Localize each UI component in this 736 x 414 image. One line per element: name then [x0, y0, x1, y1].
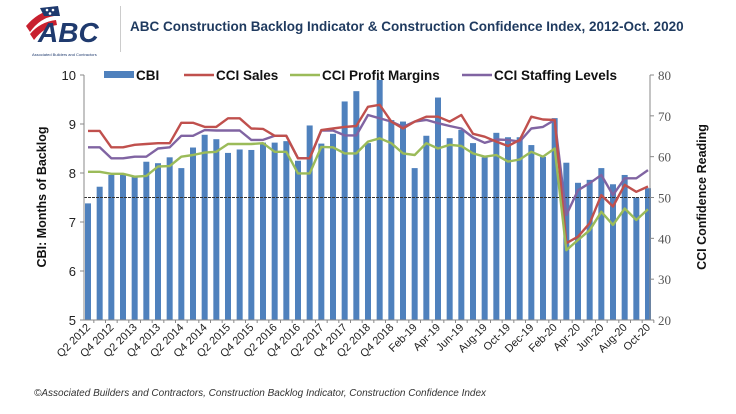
cbi-bar — [493, 132, 500, 320]
cbi-bar — [131, 176, 138, 320]
cbi-bar — [190, 147, 196, 320]
cbi-bar — [505, 137, 511, 320]
legend-item-cci-profit-margins: CCI Profit Margins — [290, 68, 440, 83]
abc-logo: ABC Associated Builders and Contractors — [26, 6, 99, 57]
right-tick-label: 20 — [658, 313, 671, 328]
legend-swatch-bar-icon — [104, 71, 134, 78]
cci-sales-line — [88, 103, 649, 245]
cbi-bar — [341, 101, 348, 321]
left-tick-label: 5 — [69, 313, 76, 328]
header-divider — [120, 6, 121, 52]
cbi-bar — [330, 133, 336, 320]
cbi-bar — [435, 97, 441, 320]
left-tick-label: 8 — [69, 166, 76, 181]
cbi-bar — [213, 139, 220, 320]
cbi-bar — [143, 161, 150, 320]
cbi-bar — [108, 174, 115, 320]
left-tick-label: 10 — [62, 68, 76, 83]
cbi-bar — [306, 125, 313, 320]
cbi-bar — [388, 120, 395, 320]
cbi-bar — [120, 174, 126, 320]
cbi-bar — [260, 142, 266, 320]
cbi-bar — [85, 203, 91, 320]
cbi-bar — [610, 184, 616, 320]
legend-label: CCI Sales — [216, 68, 278, 83]
cbi-bar — [481, 157, 488, 320]
cbi-bar — [353, 91, 360, 320]
cbi-bar — [400, 121, 406, 320]
cbi-bar — [96, 186, 103, 320]
cbi-bar — [528, 145, 535, 320]
left-tick-label: 6 — [69, 264, 76, 279]
right-tick-label: 30 — [658, 272, 671, 287]
cbi-bar — [575, 182, 581, 320]
cbi-bar — [446, 138, 453, 320]
cbi-bar — [248, 149, 255, 320]
legend-label: CCI Profit Margins — [322, 68, 440, 83]
legend-label: CBI — [136, 68, 159, 83]
cbi-bar — [178, 168, 185, 320]
cbi-bar — [540, 156, 546, 320]
cbi-bar — [621, 174, 628, 320]
cbi-bar — [295, 160, 301, 320]
cbi-bar — [283, 141, 290, 320]
flag-stripes-icon — [26, 6, 60, 40]
cbi-bar — [411, 168, 418, 320]
cbi-bar — [516, 137, 523, 320]
cci-profit-margins-line — [88, 137, 649, 252]
left-tick-label: 7 — [69, 215, 76, 230]
cbi-bar — [271, 142, 278, 320]
cbi-bar — [633, 197, 640, 320]
left-axis-label: CBI: Months of Backlog — [35, 127, 49, 268]
cbi-bar — [645, 188, 651, 320]
legend-label: CCI Staffing Levels — [494, 68, 617, 83]
cbi-bar — [470, 143, 476, 320]
cbi-bar — [365, 143, 371, 320]
cbi-bar — [318, 143, 325, 320]
logo-subtext: Associated Builders and Contractors — [32, 52, 97, 57]
cbi-bar — [376, 79, 383, 321]
cbi-bar — [236, 149, 243, 320]
cbi-bar — [155, 163, 161, 320]
cbi-bar — [551, 118, 558, 321]
right-axis-label: CCI Confidence Reading — [695, 124, 709, 270]
right-tick-label: 70 — [658, 109, 671, 124]
right-tick-label: 60 — [658, 150, 671, 165]
right-tick-label: 80 — [658, 68, 671, 83]
cbi-bar — [166, 157, 173, 320]
cbi-bar — [586, 179, 593, 320]
legend-item-cbi: CBI — [104, 68, 159, 83]
cbi-bar — [201, 134, 208, 320]
cbi-bar — [598, 168, 605, 320]
left-tick-label: 9 — [69, 117, 76, 132]
legend-item-cci-staffing-levels: CCI Staffing Levels — [462, 68, 617, 83]
right-tick-label: 40 — [658, 231, 671, 246]
cbi-bar — [458, 129, 465, 320]
legend-item-cci-sales: CCI Sales — [184, 68, 278, 83]
cbi-bar — [225, 152, 231, 320]
cbi-bar — [423, 135, 430, 320]
right-tick-label: 50 — [658, 191, 671, 206]
logo-text: ABC — [37, 17, 99, 48]
source-footnote: ©Associated Builders and Contractors, Co… — [34, 388, 487, 399]
chart-title: ABC Construction Backlog Indicator & Con… — [130, 19, 684, 34]
